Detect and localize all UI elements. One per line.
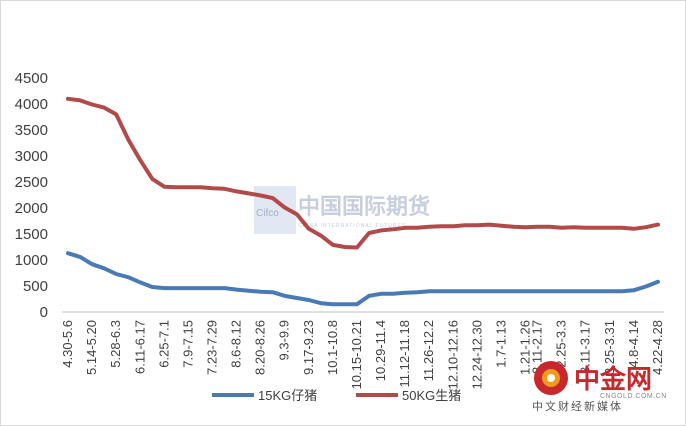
x-tick-label: 12.24-12.30 (469, 320, 484, 389)
y-tick-label: 2500 (15, 174, 48, 191)
x-tick-label: 10.1-10.8 (325, 320, 340, 375)
x-tick-label: 7.23-7.29 (205, 320, 220, 375)
y-axis: 4500 4000 3500 3000 2500 2000 1500 1000 500 0 (15, 70, 48, 321)
x-tick-label: 4.22-4.28 (650, 320, 665, 375)
x-tick-label: 6.11-6.17 (132, 320, 147, 374)
watermark-brand-en-sub: CHINA INTERNATIONAL FUTURES (298, 223, 406, 229)
x-tick-label: 7.9-7.15 (180, 320, 195, 368)
y-tick-label: 1000 (15, 252, 48, 269)
series-layer (66, 96, 660, 307)
y-tick-label: 500 (23, 278, 48, 295)
x-tick-label: 8.20-8.26 (253, 320, 268, 375)
x-tick-label: 11.12-11.18 (397, 320, 412, 387)
x-axis: 4.30-5.6 5.14-5.20 5.28-6.3 6.11-6.17 6.25-7… (60, 311, 665, 389)
x-tick-label: 10.15-10.21 (349, 320, 364, 389)
legend-label-50kg: 50KG生猪 (402, 388, 461, 403)
logo-center-icon (547, 374, 555, 382)
x-tick-label: 5.28-6.3 (108, 320, 123, 368)
x-tick-label: 11.26-12.2 (421, 320, 436, 381)
x-tick-label: 2.25-3.3 (554, 320, 569, 368)
y-tick-label: 3500 (15, 122, 48, 139)
x-tick-label: 1.21-1.26 (518, 320, 533, 375)
legend-label-15kg: 15KG仔猪 (258, 388, 317, 403)
y-tick-label: 0 (40, 304, 48, 321)
watermark: Cifco 中国国际期货 CHINA INTERNATIONAL FUTURES (254, 186, 430, 234)
x-tick-label: 4.30-5.6 (60, 320, 75, 368)
x-tick-label: 8.6-8.12 (229, 320, 244, 368)
logo-name: 中金网 (574, 364, 652, 394)
x-tick-label: 1.7-1.13 (493, 320, 508, 368)
x-tick-label: 9.17-9.23 (301, 320, 316, 375)
logo-tagline: 中文财经新媒体 (532, 399, 623, 413)
x-tick-label: 3.25-3.31 (602, 320, 617, 375)
x-tick-label: 9.3-9.9 (277, 320, 292, 360)
x-tick-label: 10.29-11.4 (373, 320, 388, 381)
watermark-brand-cn: 中国国际期货 (298, 194, 430, 219)
x-tick-label: 3.11-3.17 (578, 320, 593, 374)
cngold-logo: 中金网 中文财经新媒体 CNGOLD.COM.CN (532, 361, 667, 413)
y-tick-label: 4500 (15, 70, 48, 87)
y-tick-label: 3000 (15, 148, 48, 165)
y-tick-label: 2000 (15, 200, 48, 217)
x-tick-label: 5.14-5.20 (84, 320, 99, 375)
legend: 15KG仔猪 50KG生猪 (212, 388, 461, 403)
x-tick-label: 2.11-2.17 (530, 320, 545, 374)
y-tick-label: 1500 (15, 226, 48, 243)
x-tick-label: 12.10-12.16 (445, 320, 460, 389)
x-tick-label: 4.8-4.14 (626, 320, 641, 368)
watermark-brand-en: Cifco (256, 208, 279, 219)
y-tick-label: 4000 (15, 96, 48, 113)
x-tick-label: 6.25-7.1 (156, 320, 171, 368)
series-line-15kg (66, 251, 660, 307)
logo-url: CNGOLD.COM.CN (600, 393, 667, 400)
series-line-50kg (66, 96, 660, 250)
